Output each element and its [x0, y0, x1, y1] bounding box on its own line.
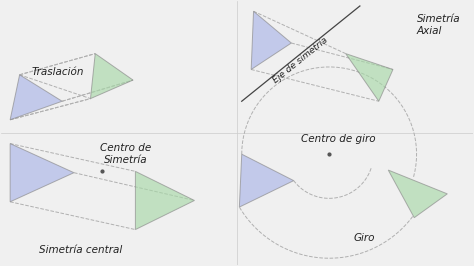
Text: Centro de giro: Centro de giro: [301, 134, 376, 144]
Polygon shape: [346, 54, 393, 101]
Text: Centro de
Simetría: Centro de Simetría: [100, 143, 152, 165]
Polygon shape: [136, 171, 194, 230]
Polygon shape: [251, 11, 292, 69]
Polygon shape: [10, 75, 62, 120]
Text: Giro: Giro: [354, 233, 375, 243]
Text: Traslación: Traslación: [31, 67, 83, 77]
Polygon shape: [91, 54, 133, 99]
Text: Eje de simetría: Eje de simetría: [272, 36, 330, 85]
Polygon shape: [10, 144, 74, 202]
Polygon shape: [388, 170, 447, 218]
Polygon shape: [239, 154, 294, 207]
Text: Simetría
Axial: Simetría Axial: [417, 14, 460, 36]
Text: Simetría central: Simetría central: [39, 245, 123, 255]
